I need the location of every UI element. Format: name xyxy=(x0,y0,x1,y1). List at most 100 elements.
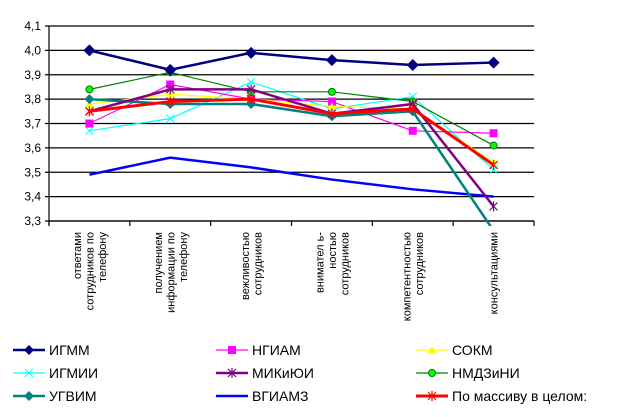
series-line xyxy=(89,49,494,72)
data-point xyxy=(85,119,94,128)
series-По массиву в целом: xyxy=(84,94,499,170)
data-point xyxy=(327,97,336,106)
legend-item: НГИАМ xyxy=(215,340,301,360)
data-point xyxy=(24,345,34,355)
svg-text:получением: получением xyxy=(153,232,165,294)
data-point xyxy=(487,56,500,69)
legend-swatch-icon xyxy=(216,394,248,398)
series-lines xyxy=(83,44,500,226)
data-point xyxy=(327,108,337,119)
data-point xyxy=(489,129,498,138)
legend-label: УГВИМ xyxy=(49,388,97,404)
data-point xyxy=(165,84,175,95)
data-point xyxy=(408,126,417,135)
legend-swatch-icon xyxy=(416,391,448,401)
y-tick-label: 3,9 xyxy=(24,68,41,82)
data-point xyxy=(428,346,436,353)
y-tick-label: 3,8 xyxy=(24,92,41,106)
data-point xyxy=(246,77,256,87)
legend-item: ИГММ xyxy=(12,340,90,360)
legend-item: НМДЗиНИ xyxy=(415,363,520,383)
legend-swatch-icon xyxy=(216,346,248,354)
data-point xyxy=(408,103,418,114)
x-tick-label: ответами сотрудников по телефону xyxy=(72,232,109,311)
y-tick-label: 3,7 xyxy=(24,117,41,131)
x-tick-label: внимател ь-ностью сотрудников xyxy=(314,232,351,296)
data-point xyxy=(84,94,95,105)
legend-swatch-icon xyxy=(416,369,448,377)
data-point xyxy=(165,114,175,123)
data-point xyxy=(245,46,258,59)
axes xyxy=(48,26,535,226)
line-chart: 3,33,43,53,63,73,83,94,04,1 ответами сотр… xyxy=(24,19,535,322)
legend-swatch-icon xyxy=(216,368,248,378)
y-tick-label: 3,5 xyxy=(24,165,41,179)
data-point xyxy=(246,94,256,105)
svg-text:сотрудников: сотрудников xyxy=(339,232,351,295)
legend-swatch-icon xyxy=(13,368,45,378)
legend-label: По массиву в целом: xyxy=(452,388,588,404)
series-line xyxy=(89,71,494,146)
legend-label: НГИАМ xyxy=(252,342,301,358)
legend-swatch-icon xyxy=(13,391,45,401)
series-УГВИМ xyxy=(84,94,494,226)
legend-item: ИГМИИ xyxy=(12,363,98,383)
svg-text:компетентностью: компетентностью xyxy=(402,232,414,321)
data-point xyxy=(406,59,419,71)
legend-label: ИГМИИ xyxy=(49,365,99,381)
data-point xyxy=(428,369,436,377)
legend-swatch-icon xyxy=(13,345,45,355)
data-point xyxy=(165,96,175,107)
x-axis-labels: ответами сотрудников по телефону получением… xyxy=(72,232,501,322)
data-point xyxy=(325,54,338,67)
y-tick-label: 3,6 xyxy=(24,141,41,155)
legend-label: СОКМ xyxy=(452,342,493,358)
legend-label: ИГММ xyxy=(49,342,90,358)
legend-swatch-icon xyxy=(416,346,448,353)
data-point xyxy=(489,201,499,212)
svg-text:ностью: ностью xyxy=(327,232,339,269)
svg-text:информации по: информации по xyxy=(165,232,177,313)
x-tick-label: компетентностью сотрудников xyxy=(402,232,427,321)
y-axis-ticks: 3,3 3,4 3,5 3,6 3,7 3,8 3,9 4,0 4,1 xyxy=(24,19,41,228)
data-point xyxy=(24,391,34,401)
data-point xyxy=(246,84,256,95)
data-point xyxy=(24,368,34,378)
legend-label: НМДЗиНИ xyxy=(452,365,520,381)
x-tick-label: получением информации по телефону xyxy=(153,232,190,313)
data-point xyxy=(489,159,499,170)
svg-text:телефону: телефону xyxy=(178,232,190,282)
svg-text:внимател ь-: внимател ь- xyxy=(314,232,326,293)
data-point xyxy=(84,106,94,117)
y-tick-label: 4,0 xyxy=(24,43,41,57)
data-point xyxy=(228,346,236,354)
data-point xyxy=(427,391,437,401)
svg-text:сотрудников: сотрудников xyxy=(252,232,264,295)
data-point xyxy=(164,63,177,76)
legend-item: СОКМ xyxy=(415,340,493,360)
svg-text:сотрудников по: сотрудников по xyxy=(84,232,96,310)
data-point xyxy=(227,368,237,378)
data-point xyxy=(85,126,94,136)
series-line xyxy=(89,88,495,208)
svg-text:ответами: ответами xyxy=(72,232,84,279)
svg-text:телефону: телефону xyxy=(97,232,109,282)
x-tick-label: вежливостью сотрудников xyxy=(240,232,264,300)
data-point xyxy=(83,44,96,57)
svg-text:вежливостью: вежливостью xyxy=(240,232,252,300)
series-line xyxy=(89,97,492,226)
svg-text:сотрудников: сотрудников xyxy=(414,232,426,295)
series-line xyxy=(89,97,495,167)
data-point xyxy=(327,102,336,110)
x-tick-label: консультациями xyxy=(489,232,501,314)
data-point xyxy=(493,225,494,226)
svg-text:консультациями: консультациями xyxy=(489,232,501,314)
legend-item: УГВИМ xyxy=(12,386,97,406)
legend-item: ВГИАМЗ xyxy=(215,386,308,406)
legend-label: МИКиЮИ xyxy=(252,365,314,381)
legend-item: По массиву в целом: xyxy=(415,386,587,406)
data-point xyxy=(327,87,336,96)
series-ВГИАМЗ xyxy=(89,156,494,198)
data-point xyxy=(489,141,498,150)
legend-label: ВГИАМЗ xyxy=(252,388,309,404)
